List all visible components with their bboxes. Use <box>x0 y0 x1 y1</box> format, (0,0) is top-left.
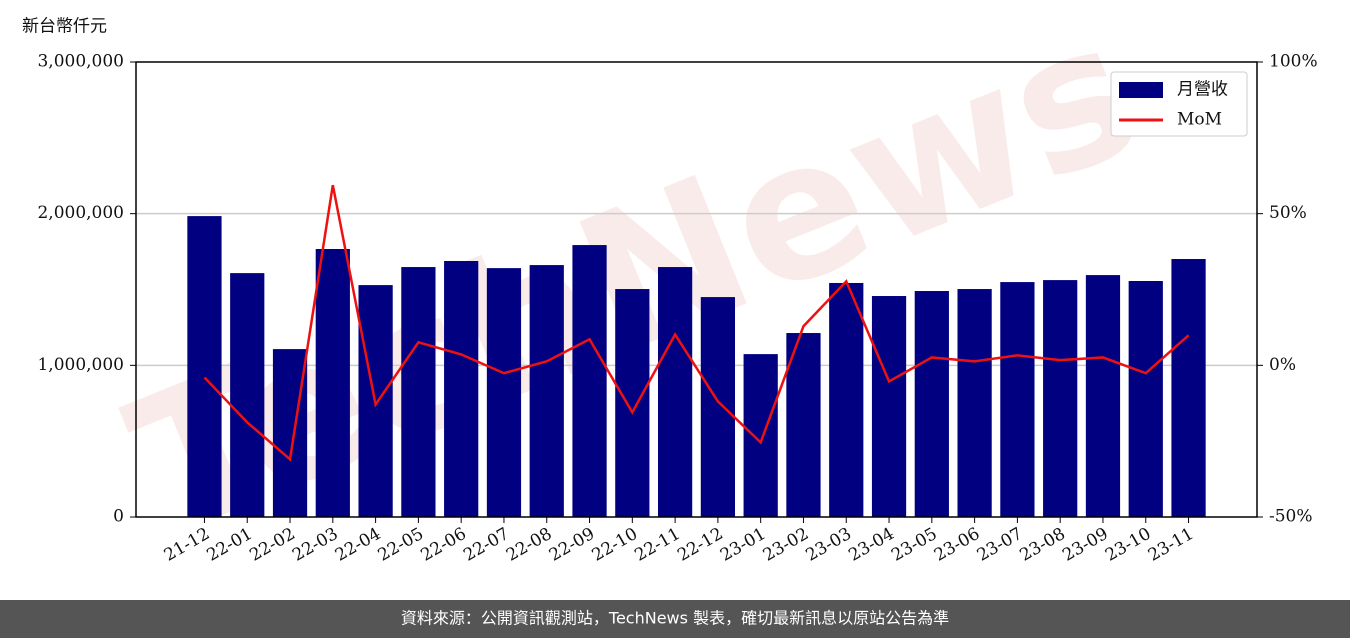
bar <box>230 273 265 517</box>
y-tick-label: 2,000,000 <box>37 203 124 223</box>
bar <box>786 333 821 517</box>
bar <box>1128 281 1163 517</box>
bar <box>1000 282 1035 517</box>
x-tick-label: 22-05 <box>375 524 427 566</box>
bar <box>272 349 308 517</box>
bar <box>615 289 650 517</box>
x-tick-label: 23-06 <box>931 524 983 566</box>
plot-frame <box>135 61 1258 518</box>
legend-label: 月營收 <box>1177 80 1228 100</box>
bar <box>444 260 479 517</box>
bar <box>486 268 522 517</box>
y-tick-label: 1,000,000 <box>37 355 124 375</box>
x-tick-label: 23-10 <box>1102 524 1154 566</box>
x-tick-label: 22-07 <box>460 524 512 566</box>
x-tick-label: 22-10 <box>589 524 641 566</box>
x-tick-label: 23-05 <box>888 524 940 566</box>
bar <box>743 354 778 517</box>
y2-tick-label: -50% <box>1269 507 1313 527</box>
legend-swatch <box>1119 82 1163 98</box>
footer-bar <box>0 600 1350 638</box>
line <box>203 184 1190 462</box>
bar <box>315 249 350 517</box>
footer: 資料來源：公開資訊觀測站，TechNews 製表，確切最新訊息以原站公告為準 <box>401 609 949 628</box>
bar <box>1171 259 1206 517</box>
unit-label: 新台幣仟元 <box>22 17 107 37</box>
bar <box>1043 280 1078 517</box>
x-tick-label: 23-01 <box>717 524 769 566</box>
x-tick-label: 23-08 <box>1016 524 1068 566</box>
x-tick-label: 23-07 <box>974 524 1026 566</box>
bar <box>914 291 949 517</box>
bar <box>401 267 436 517</box>
y-tick-label: 3,000,000 <box>37 52 124 72</box>
x-tick-label: 23-11 <box>1145 524 1197 566</box>
x-tick-label: 22-11 <box>631 524 683 566</box>
x-tick-label: 23-02 <box>760 524 812 566</box>
bar <box>657 267 693 517</box>
x-tick-label: 22-08 <box>503 524 555 566</box>
x-tick-label: 22-12 <box>674 524 726 566</box>
legend-label: MoM <box>1177 110 1222 130</box>
bar <box>529 265 564 517</box>
y-tick-label: 0 <box>113 507 124 527</box>
y2-tick-label: 100% <box>1269 52 1318 72</box>
bar <box>829 282 864 517</box>
x-tick-label: 22-09 <box>546 524 598 566</box>
bar <box>187 216 222 518</box>
x-tick-label: 22-04 <box>332 524 384 566</box>
x-tick-label: 23-03 <box>803 524 855 566</box>
bar <box>1085 275 1121 517</box>
bar <box>700 297 736 517</box>
x-tick-label: 23-04 <box>845 524 897 566</box>
x-tick-label: 23-09 <box>1059 524 1111 566</box>
y2-tick-label: 0% <box>1269 355 1296 375</box>
bar <box>957 289 992 517</box>
bar <box>572 245 607 518</box>
bar <box>871 296 907 517</box>
x-tick-label: 22-06 <box>417 524 469 566</box>
y2-tick-label: 50% <box>1269 203 1307 223</box>
